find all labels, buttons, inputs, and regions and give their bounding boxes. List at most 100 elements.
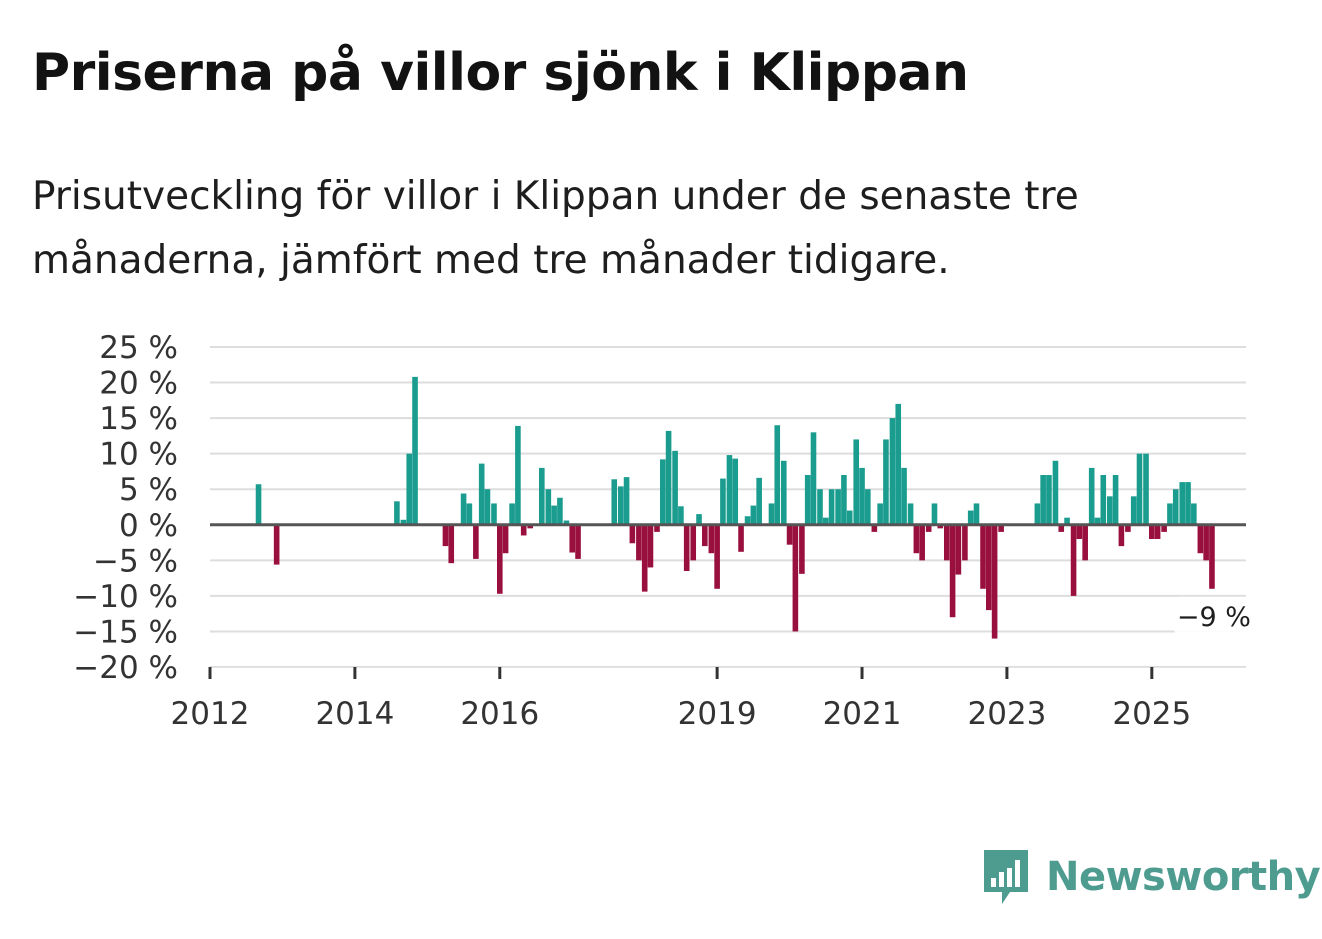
bar bbox=[1143, 453, 1149, 525]
bar bbox=[478, 463, 485, 525]
bar bbox=[1154, 524, 1161, 539]
bar bbox=[1076, 524, 1083, 539]
bar bbox=[738, 524, 744, 552]
bar bbox=[889, 418, 896, 525]
bar bbox=[678, 506, 684, 525]
bar bbox=[835, 489, 841, 525]
bar bbox=[973, 503, 980, 525]
bar bbox=[551, 505, 557, 525]
bar bbox=[496, 524, 503, 594]
annotation-group: −9 % bbox=[1173, 596, 1254, 635]
bar bbox=[895, 403, 902, 525]
x-axis: 2012 2014 2016 2019 2021 2023 2025 bbox=[171, 667, 1246, 732]
bar bbox=[720, 478, 726, 525]
bar bbox=[967, 510, 974, 525]
bar bbox=[865, 489, 871, 525]
x-tick-label: 2014 bbox=[315, 696, 394, 732]
bar bbox=[636, 524, 642, 561]
bar bbox=[883, 439, 889, 525]
bar bbox=[949, 524, 956, 618]
bar bbox=[1161, 524, 1167, 532]
bar bbox=[545, 489, 552, 525]
bar bbox=[1107, 496, 1113, 525]
bar bbox=[768, 503, 775, 525]
bar bbox=[980, 524, 986, 589]
bar bbox=[617, 486, 624, 525]
bar bbox=[1209, 524, 1215, 589]
bar bbox=[774, 425, 781, 525]
bar bbox=[406, 453, 413, 525]
y-axis-ticks: 25 %20 %15 %10 %5 %0 %−5 %−10 %−15 %−20 … bbox=[73, 330, 178, 686]
bar bbox=[937, 524, 944, 529]
bar bbox=[665, 430, 672, 525]
bar bbox=[1112, 475, 1119, 525]
bar bbox=[708, 524, 715, 554]
bar bbox=[1197, 524, 1204, 554]
y-tick-label: −15 % bbox=[73, 614, 178, 650]
bar bbox=[998, 524, 1004, 532]
bar bbox=[683, 524, 690, 571]
y-tick-label: 15 % bbox=[99, 401, 178, 437]
bar bbox=[1052, 460, 1059, 525]
bar bbox=[804, 475, 811, 525]
chart-title: Priserna på villor sjönk i Klippan bbox=[32, 43, 969, 103]
y-tick-label: −20 % bbox=[73, 650, 178, 686]
bar bbox=[943, 524, 950, 561]
bar bbox=[853, 439, 860, 525]
bar bbox=[1185, 482, 1191, 525]
bar bbox=[623, 477, 630, 525]
bar bbox=[1070, 524, 1077, 596]
bar bbox=[732, 458, 739, 525]
bar bbox=[907, 503, 914, 525]
bar bbox=[672, 450, 678, 525]
y-tick-label: 20 % bbox=[99, 366, 178, 402]
y-tick-label: −10 % bbox=[73, 579, 178, 615]
x-tick-label: 2016 bbox=[460, 696, 539, 732]
y-tick-label: 10 % bbox=[99, 437, 178, 473]
bar bbox=[991, 524, 998, 639]
bar bbox=[255, 484, 262, 525]
bar bbox=[1064, 517, 1070, 525]
y-tick-label: 5 % bbox=[119, 472, 178, 508]
bar bbox=[810, 432, 817, 525]
bar-chart-speech-bubble-icon bbox=[984, 850, 1028, 904]
bar bbox=[871, 524, 878, 532]
bar bbox=[792, 524, 799, 632]
brand-name: Newsworthy bbox=[1046, 854, 1321, 900]
bar bbox=[859, 467, 865, 525]
bar bbox=[647, 524, 654, 568]
bar bbox=[527, 524, 534, 529]
bar bbox=[962, 524, 968, 561]
bar bbox=[955, 524, 962, 575]
bar bbox=[557, 497, 563, 525]
bar bbox=[702, 524, 708, 547]
bar bbox=[660, 459, 666, 525]
bar bbox=[1167, 503, 1173, 525]
bar bbox=[654, 524, 660, 532]
x-tick-label: 2012 bbox=[171, 696, 250, 732]
bar bbox=[913, 524, 920, 554]
bar bbox=[828, 489, 835, 525]
bar bbox=[925, 524, 932, 532]
bar bbox=[1034, 503, 1041, 525]
bar bbox=[1203, 524, 1209, 561]
bar bbox=[460, 493, 467, 525]
bar bbox=[1149, 524, 1155, 539]
bar bbox=[448, 524, 455, 564]
bar bbox=[1058, 524, 1065, 532]
bar bbox=[1179, 482, 1186, 525]
bar bbox=[400, 519, 407, 525]
bar-chart: 25 %20 %15 %10 %5 %0 %−5 %−10 %−15 %−20 … bbox=[73, 330, 1254, 732]
bar bbox=[515, 425, 521, 525]
bar bbox=[473, 524, 479, 559]
x-tick-label: 2023 bbox=[967, 696, 1046, 732]
bar bbox=[466, 503, 473, 525]
bar bbox=[394, 501, 400, 525]
x-tick-label: 2019 bbox=[678, 696, 757, 732]
bar bbox=[569, 524, 576, 553]
bar bbox=[756, 477, 762, 525]
bar bbox=[1040, 475, 1046, 525]
bar bbox=[1130, 496, 1137, 525]
bar bbox=[484, 489, 491, 525]
bar bbox=[696, 514, 702, 525]
